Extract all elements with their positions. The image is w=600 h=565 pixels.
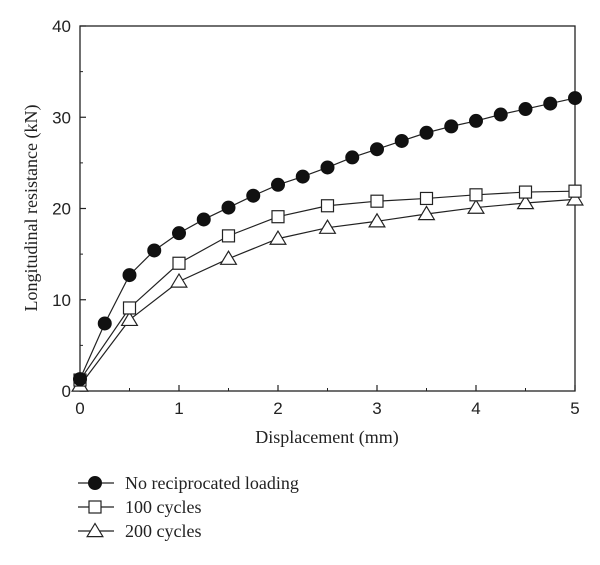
legend-label: 200 cycles <box>125 521 201 541</box>
y-tick-label: 40 <box>52 17 71 36</box>
data-point <box>543 96 558 111</box>
data-point <box>469 188 483 202</box>
legend-label: 100 cycles <box>125 497 201 517</box>
legend-item: 200 cycles <box>78 521 201 541</box>
data-point <box>271 177 285 192</box>
series-1 <box>73 91 582 387</box>
data-point <box>97 316 112 331</box>
data-point <box>170 272 188 288</box>
data-point <box>73 372 87 387</box>
legend-marker <box>86 522 104 538</box>
data-point <box>493 107 508 122</box>
x-tick-label: 5 <box>570 399 579 418</box>
data-point <box>518 185 533 199</box>
data-point <box>122 268 137 283</box>
x-tick-label: 3 <box>372 399 381 418</box>
data-point <box>120 311 139 327</box>
y-tick-label: 10 <box>52 291 71 310</box>
y-tick-label: 30 <box>52 108 71 127</box>
series-2 <box>73 184 582 387</box>
legend-item: 100 cycles <box>78 497 201 517</box>
plot-area: 0 1 2 3 4 5 0 10 20 30 40 <box>52 17 584 418</box>
y-tick-label: 20 <box>52 200 71 219</box>
series-line <box>79 97 576 380</box>
data-point <box>172 256 186 270</box>
legend-marker <box>88 500 102 514</box>
x-tick-label: 4 <box>471 399 480 418</box>
data-point <box>219 250 238 265</box>
data-point <box>370 194 384 208</box>
data-point <box>368 212 386 228</box>
data-point <box>269 229 287 245</box>
legend-marker <box>88 476 102 490</box>
data-point <box>345 150 360 165</box>
data-point <box>221 229 236 243</box>
data-point <box>518 102 533 117</box>
data-point <box>568 91 582 106</box>
data-point <box>469 113 483 128</box>
data-point <box>419 191 434 206</box>
x-tick-label: 1 <box>174 399 183 418</box>
legend-label: No reciprocated loading <box>125 473 299 493</box>
data-point <box>320 160 335 175</box>
data-point <box>516 194 535 210</box>
data-point <box>444 119 459 134</box>
data-point <box>221 200 236 215</box>
x-tick-label: 0 <box>75 399 84 418</box>
x-tick-label: 2 <box>273 399 282 418</box>
data-point <box>172 226 186 241</box>
x-axis-title: Displacement (mm) <box>255 427 398 448</box>
y-tick-label: 0 <box>62 382 71 401</box>
series-3 <box>71 190 584 392</box>
data-point <box>467 198 485 214</box>
legend-item: No reciprocated loading <box>78 473 299 493</box>
data-point <box>295 169 310 184</box>
data-point <box>370 142 384 157</box>
data-point <box>568 184 582 198</box>
data-point <box>320 199 335 213</box>
data-point <box>318 218 337 234</box>
data-point <box>147 243 162 258</box>
data-point <box>271 210 285 224</box>
legend: No reciprocated loading 100 cycles 200 cyc… <box>78 473 299 541</box>
data-point <box>122 301 137 315</box>
data-point <box>246 188 261 203</box>
data-point <box>419 125 434 140</box>
data-point <box>196 212 211 227</box>
data-point <box>417 205 436 221</box>
data-point <box>394 133 409 148</box>
data-point <box>566 190 584 206</box>
y-axis-title: Longitudinal resistance (kN) <box>21 105 42 312</box>
